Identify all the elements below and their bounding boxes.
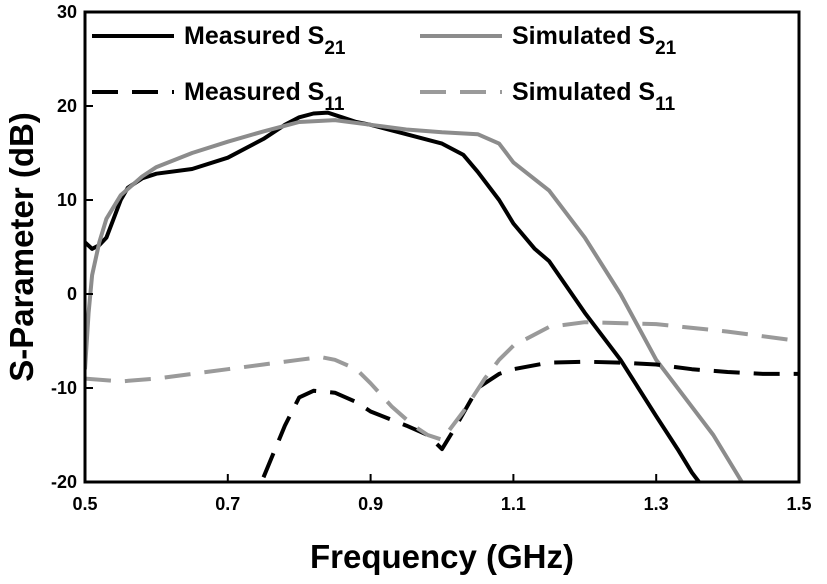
y-axis-title: S-Parameter (dB): [3, 112, 40, 382]
y-tick-label: 10: [57, 190, 77, 210]
legend-entry: Measured S11: [184, 78, 345, 115]
series-line-measured-s11: [261, 359, 799, 479]
plot-frame: [83, 10, 801, 484]
series-line-simulated-s11: [85, 320, 799, 442]
legend-subscript: 11: [655, 94, 676, 115]
legend-subscript: 11: [324, 94, 345, 115]
x-axis-title: Frequency (GHz): [310, 538, 574, 575]
legend-label: Simulated S: [512, 22, 655, 50]
legend-subscript: 21: [655, 38, 677, 59]
x-axis: 0.5 0.7 0.9 1.1 1.3 1.5: [72, 474, 812, 514]
legend-label: Simulated S: [512, 78, 655, 106]
x-tick-label: 1.5: [786, 494, 811, 514]
x-tick-label: 0.7: [215, 494, 240, 514]
legend-entry: Measured S21: [184, 22, 346, 59]
y-tick-label: 0: [67, 284, 77, 304]
legend-entry: Simulated S11: [512, 78, 676, 115]
y-tick-label: -20: [51, 472, 77, 492]
y-tick-label: -10: [51, 378, 77, 398]
legend-label: Measured S: [184, 78, 324, 106]
series-line-simulated-s21: [85, 118, 744, 482]
y-tick-label: 30: [57, 2, 77, 22]
legend-label: Measured S: [184, 22, 324, 50]
x-tick-label: 1.1: [501, 494, 526, 514]
y-tick-label: 20: [57, 96, 77, 116]
y-axis: -20 -10 0 10 20 30: [51, 2, 93, 492]
legend-entry: Simulated S21: [512, 22, 677, 59]
series-line-measured-s21: [85, 110, 701, 482]
x-tick-label: 0.5: [72, 494, 97, 514]
legend-subscript: 21: [324, 38, 346, 59]
series-layer: [85, 110, 799, 482]
x-tick-label: 1.3: [644, 494, 669, 514]
x-tick-label: 0.9: [358, 494, 383, 514]
